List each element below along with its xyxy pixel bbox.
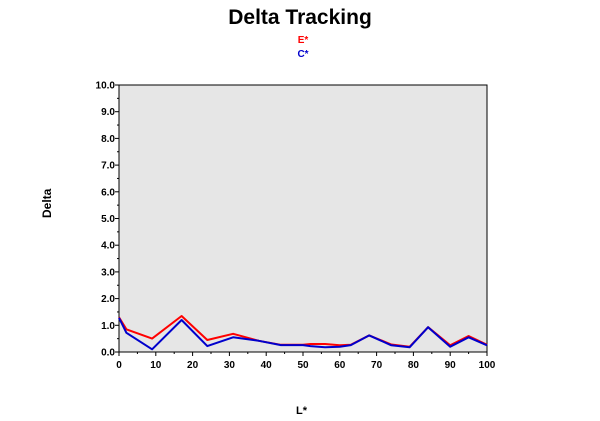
x-tick-label: 0 [116, 360, 122, 371]
y-tick-label: 2.0 [101, 294, 115, 305]
x-tick-label: 80 [408, 360, 420, 371]
legend-entry-c: C* [297, 49, 309, 60]
y-tick-label: 8.0 [101, 134, 115, 145]
y-tick-label: 9.0 [101, 107, 115, 118]
x-tick-label: 10 [150, 360, 162, 371]
x-tick-label: 20 [187, 360, 199, 371]
chart-title: Delta Tracking [228, 6, 372, 29]
legend-entry-e: E* [297, 35, 309, 46]
x-tick-label: 30 [224, 360, 236, 371]
y-tick-label: 1.0 [101, 321, 115, 332]
y-tick-label: 3.0 [101, 267, 115, 278]
x-tick-label: 60 [334, 360, 346, 371]
y-tick-label: 10.0 [96, 81, 116, 92]
y-tick-label: 7.0 [101, 161, 115, 172]
x-tick-label: 40 [261, 360, 273, 371]
x-axis-label: L* [296, 405, 307, 417]
x-tick-label: 100 [479, 360, 496, 371]
y-tick-label: 6.0 [101, 187, 115, 198]
x-tick-label: 70 [371, 360, 383, 371]
plot-area [118, 84, 488, 353]
x-tick-label: 50 [297, 360, 309, 371]
x-tick-label: 90 [445, 360, 457, 371]
y-tick-label: 5.0 [101, 214, 115, 225]
series-line-c [118, 317, 488, 351]
y-tick-label: 0.0 [101, 348, 115, 359]
y-tick-label: 4.0 [101, 241, 115, 252]
